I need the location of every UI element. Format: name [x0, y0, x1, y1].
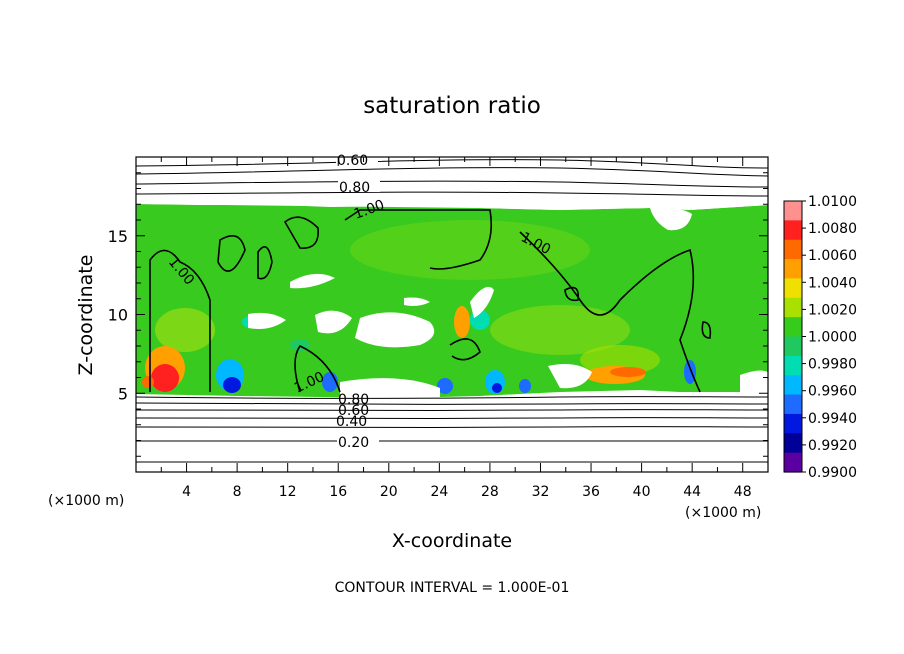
x-tick-label: 16 [329, 484, 347, 500]
y-axis: 5 10 15 [108, 172, 768, 457]
colorbar-label: 1.0060 [808, 248, 857, 264]
x-unit-right: (×1000 m) [685, 505, 761, 521]
x-tick-label: 4 [182, 484, 191, 500]
colorbar-swatch [784, 452, 802, 473]
x-tick-label: 36 [582, 484, 600, 500]
y-tick-label: 5 [118, 384, 128, 403]
colorbar-swatch [784, 413, 802, 434]
colorbar-label: 0.9960 [808, 384, 857, 400]
colorbar-swatch [784, 336, 802, 357]
x-tick-label: 32 [532, 484, 550, 500]
colorbar-swatch [784, 297, 802, 318]
plot-field [136, 157, 768, 472]
colorbar-swatch [784, 201, 802, 221]
colorbar-swatch [784, 317, 802, 338]
colorbar-swatch [784, 355, 802, 376]
x-tick-label: 12 [279, 484, 297, 500]
chart-title: saturation ratio [363, 93, 541, 119]
colorbar-label: 0.9940 [808, 411, 857, 427]
colorbar-swatch [784, 278, 802, 299]
x-axis: 4 8 12 16 20 24 28 32 36 40 44 48 [160, 157, 752, 500]
contour-labels: 0.60 0.80 1.00 1.00 1.00 1.00 0.80 0.60 … [165, 152, 553, 451]
contour-label: 0.80 [338, 392, 369, 408]
x-tick-label: 24 [430, 484, 448, 500]
contour-label: 0.60 [338, 403, 369, 419]
colorbar-label: 1.0080 [808, 221, 857, 237]
x-tick-label: 40 [633, 484, 651, 500]
x-axis-label: X-coordinate [392, 530, 512, 552]
colorbar-label: 1.0000 [808, 330, 857, 346]
contour-label: 0.20 [338, 435, 369, 451]
y-axis-label: Z-coordinate [75, 255, 97, 376]
colorbar-label: 0.9980 [808, 357, 857, 373]
colorbar: 1.0100 1.0080 1.0060 1.0040 1.0020 1.0000 0.99… [783, 194, 857, 481]
colorbar-swatch [784, 375, 802, 396]
colorbar-swatch [784, 220, 802, 241]
colorbar-swatch [784, 394, 802, 415]
x-unit-left: (×1000 m) [48, 493, 124, 509]
colorbar-label: 0.9900 [808, 465, 857, 481]
colorbar-label: 1.0020 [808, 302, 857, 318]
colorbar-swatch [784, 239, 802, 260]
y-tick-label: 10 [108, 306, 128, 325]
x-tick-label: 44 [683, 484, 701, 500]
contour-label: 0.40 [336, 414, 367, 430]
x-tick-label: 20 [380, 484, 398, 500]
x-tick-label: 28 [481, 484, 499, 500]
x-tick-label: 48 [734, 484, 752, 500]
y-tick-label: 15 [108, 227, 128, 246]
colorbar-label: 0.9920 [808, 438, 857, 454]
colorbar-swatch [784, 433, 802, 454]
contour-interval-note: CONTOUR INTERVAL = 1.000E-01 [335, 580, 570, 596]
contour-label: 0.80 [339, 180, 370, 196]
colorbar-swatch [784, 259, 802, 280]
x-tick-label: 8 [233, 484, 242, 500]
colorbar-label: 1.0100 [808, 194, 857, 210]
colorbar-label: 1.0040 [808, 275, 857, 291]
